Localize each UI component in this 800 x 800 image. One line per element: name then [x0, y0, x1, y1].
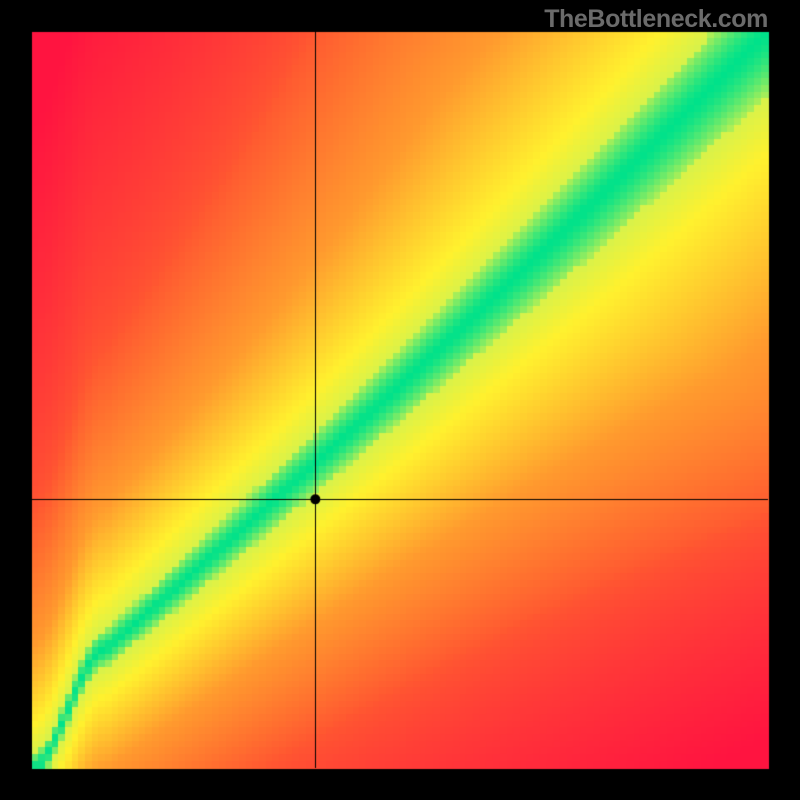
chart-container: TheBottleneck.com [0, 0, 800, 800]
bottleneck-heatmap [0, 0, 800, 800]
watermark-text: TheBottleneck.com [544, 5, 768, 34]
